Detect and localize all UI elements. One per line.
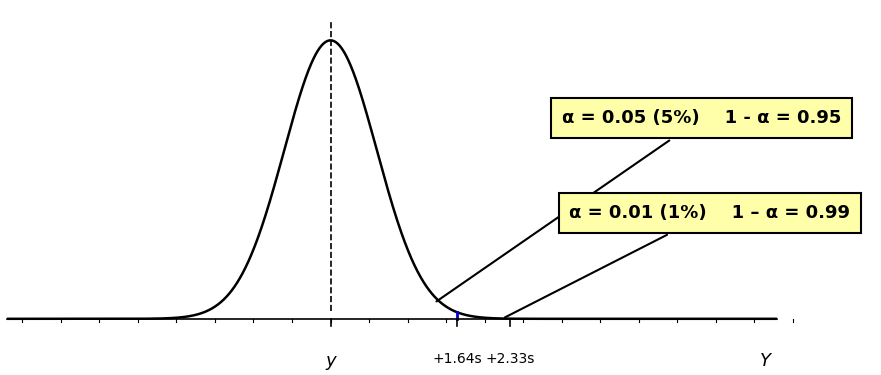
Text: +1.64s: +1.64s [433, 352, 482, 366]
Text: α = 0.05 (5%)    1 - α = 0.95: α = 0.05 (5%) 1 - α = 0.95 [436, 110, 841, 302]
Text: α = 0.01 (1%)    1 – α = 0.99: α = 0.01 (1%) 1 – α = 0.99 [505, 204, 850, 318]
Text: y: y [325, 352, 336, 370]
Text: +2.33s: +2.33s [485, 352, 535, 366]
Text: Y: Y [760, 352, 772, 370]
